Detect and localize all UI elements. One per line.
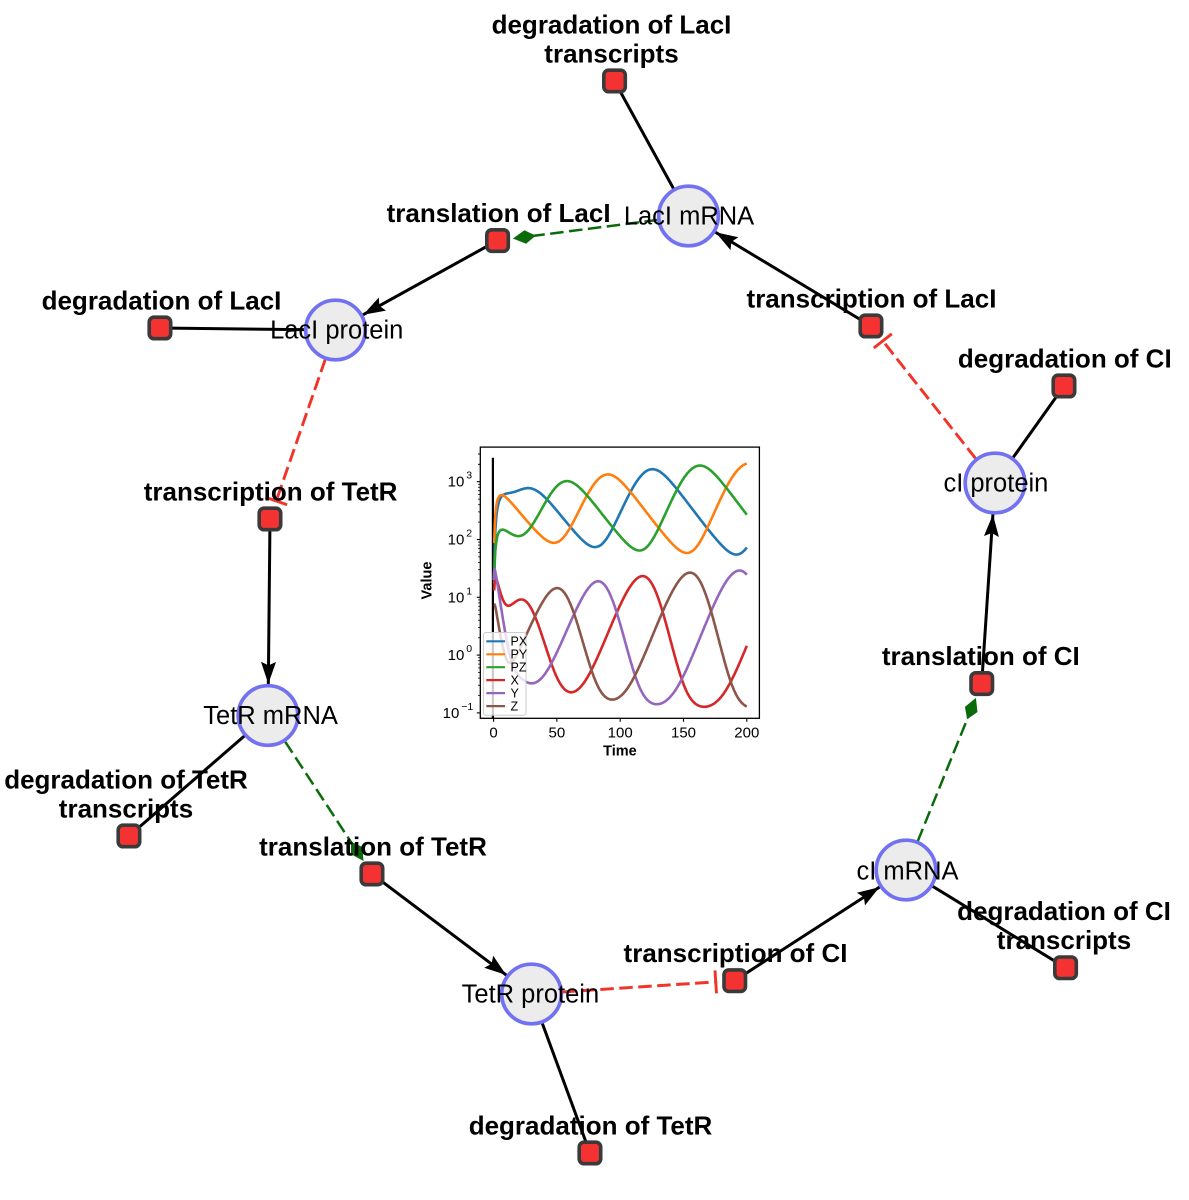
- svg-text:TetR protein: TetR protein: [462, 981, 600, 1009]
- svg-text:degradation of CI: degradation of CI: [958, 344, 1172, 374]
- svg-text:10: 10: [448, 589, 465, 606]
- svg-text:transcription of LacI: transcription of LacI: [747, 284, 997, 314]
- svg-text:2: 2: [466, 528, 472, 540]
- svg-text:transcripts: transcripts: [59, 794, 193, 824]
- svg-text:LacI protein: LacI protein: [270, 317, 403, 345]
- svg-text:cI mRNA: cI mRNA: [857, 857, 959, 885]
- svg-text:Z: Z: [511, 700, 519, 714]
- svg-text:200: 200: [734, 724, 759, 741]
- svg-text:translation of CI: translation of CI: [882, 641, 1080, 671]
- svg-text:degradation of CI: degradation of CI: [957, 896, 1171, 926]
- svg-text:Y: Y: [511, 687, 520, 701]
- svg-text:degradation of LacI: degradation of LacI: [492, 10, 732, 40]
- svg-text:TetR mRNA: TetR mRNA: [203, 702, 338, 730]
- svg-text:100: 100: [608, 724, 633, 741]
- svg-text:degradation of TetR: degradation of TetR: [4, 765, 248, 795]
- svg-text:cI protein: cI protein: [943, 469, 1048, 497]
- svg-text:degradation of TetR: degradation of TetR: [469, 1111, 713, 1141]
- svg-text:degradation of LacI: degradation of LacI: [42, 286, 282, 316]
- svg-text:transcription of TetR: transcription of TetR: [144, 477, 398, 507]
- svg-text:translation of TetR: translation of TetR: [259, 832, 487, 862]
- svg-text:PX: PX: [511, 635, 528, 649]
- svg-text:transcripts: transcripts: [544, 39, 678, 69]
- svg-text:LacI mRNA: LacI mRNA: [624, 203, 754, 231]
- svg-text:10: 10: [448, 647, 465, 664]
- svg-text:transcripts: transcripts: [997, 925, 1131, 955]
- svg-text:10: 10: [448, 474, 465, 491]
- svg-text:−1: −1: [461, 701, 473, 713]
- svg-text:10: 10: [443, 705, 460, 722]
- svg-text:transcription of CI: transcription of CI: [624, 938, 848, 968]
- svg-text:Time: Time: [603, 743, 637, 759]
- svg-text:PY: PY: [511, 648, 528, 662]
- svg-text:50: 50: [549, 724, 566, 741]
- svg-text:1: 1: [466, 585, 472, 597]
- svg-text:10: 10: [448, 532, 465, 549]
- svg-text:Value: Value: [420, 562, 436, 600]
- svg-text:translation of LacI: translation of LacI: [387, 198, 611, 228]
- svg-text:0: 0: [489, 724, 497, 741]
- svg-text:X: X: [511, 674, 520, 688]
- svg-text:3: 3: [466, 470, 472, 482]
- svg-text:150: 150: [671, 724, 696, 741]
- svg-text:0: 0: [466, 643, 472, 655]
- svg-text:PZ: PZ: [511, 661, 527, 675]
